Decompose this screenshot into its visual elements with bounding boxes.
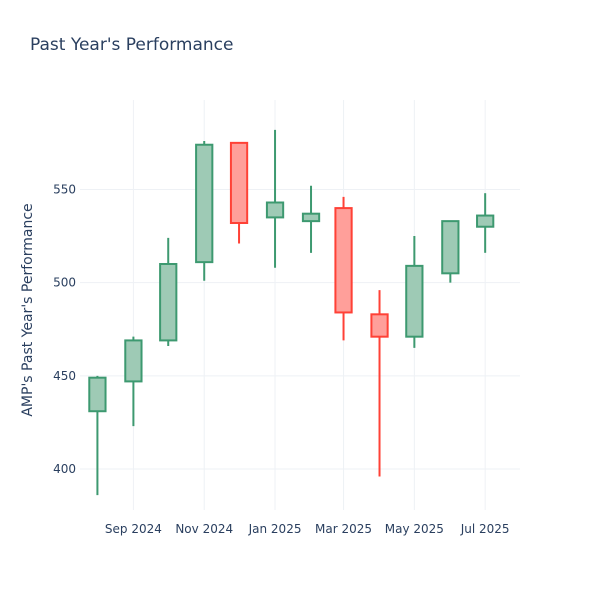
candle-increasing (476, 193, 495, 253)
candle-body (334, 207, 353, 314)
y-tick-label: 450 (53, 369, 76, 383)
candle-body (405, 264, 424, 338)
x-tick-label: Jul 2025 (460, 522, 510, 536)
candles (88, 129, 495, 496)
candle-body (441, 220, 460, 275)
chart-title: Past Year's Performance (30, 35, 234, 55)
y-axis-title: AMP's Past Year's Performance (20, 203, 36, 416)
x-tick-label: Mar 2025 (315, 522, 372, 536)
y-tick-label: 500 (53, 276, 76, 290)
candle-body (88, 376, 107, 413)
candle-body (301, 212, 321, 223)
x-axis-ticks: Sep 2024 Nov 2024 Jan 2025 Mar 2025 May 2025… (105, 522, 510, 536)
candle-increasing (441, 220, 460, 283)
x-tick-label: Jan 2025 (248, 522, 302, 536)
candle-body (229, 141, 249, 224)
candle-decreasing (229, 141, 249, 244)
candle-increasing (301, 185, 321, 253)
candle-decreasing (334, 196, 353, 341)
candle-increasing (265, 129, 285, 268)
candle-increasing (405, 236, 424, 348)
candle-body (476, 214, 495, 228)
candle-body (124, 339, 143, 383)
candle-body (265, 201, 285, 219)
candle-body (195, 143, 214, 264)
candle-body (159, 263, 178, 342)
grid (80, 100, 520, 510)
y-tick-label: 400 (53, 462, 76, 476)
y-tick-label: 550 (53, 182, 76, 196)
candle-increasing (159, 237, 178, 346)
x-tick-label: Nov 2024 (175, 522, 233, 536)
y-axis-ticks: 400 450 500 550 (53, 182, 76, 476)
candle-increasing (124, 336, 143, 427)
candle-increasing (88, 375, 107, 496)
candle-increasing (195, 141, 214, 281)
x-tick-label: May 2025 (385, 522, 444, 536)
candle-decreasing (370, 290, 389, 477)
candle-body (370, 313, 389, 338)
x-tick-label: Sep 2024 (105, 522, 162, 536)
